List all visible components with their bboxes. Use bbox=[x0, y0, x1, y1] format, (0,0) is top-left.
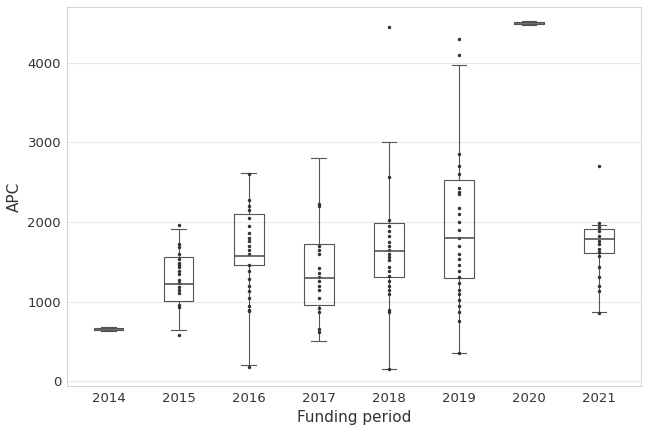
Y-axis label: APC: APC bbox=[7, 181, 22, 212]
X-axis label: Funding period: Funding period bbox=[297, 410, 411, 425]
